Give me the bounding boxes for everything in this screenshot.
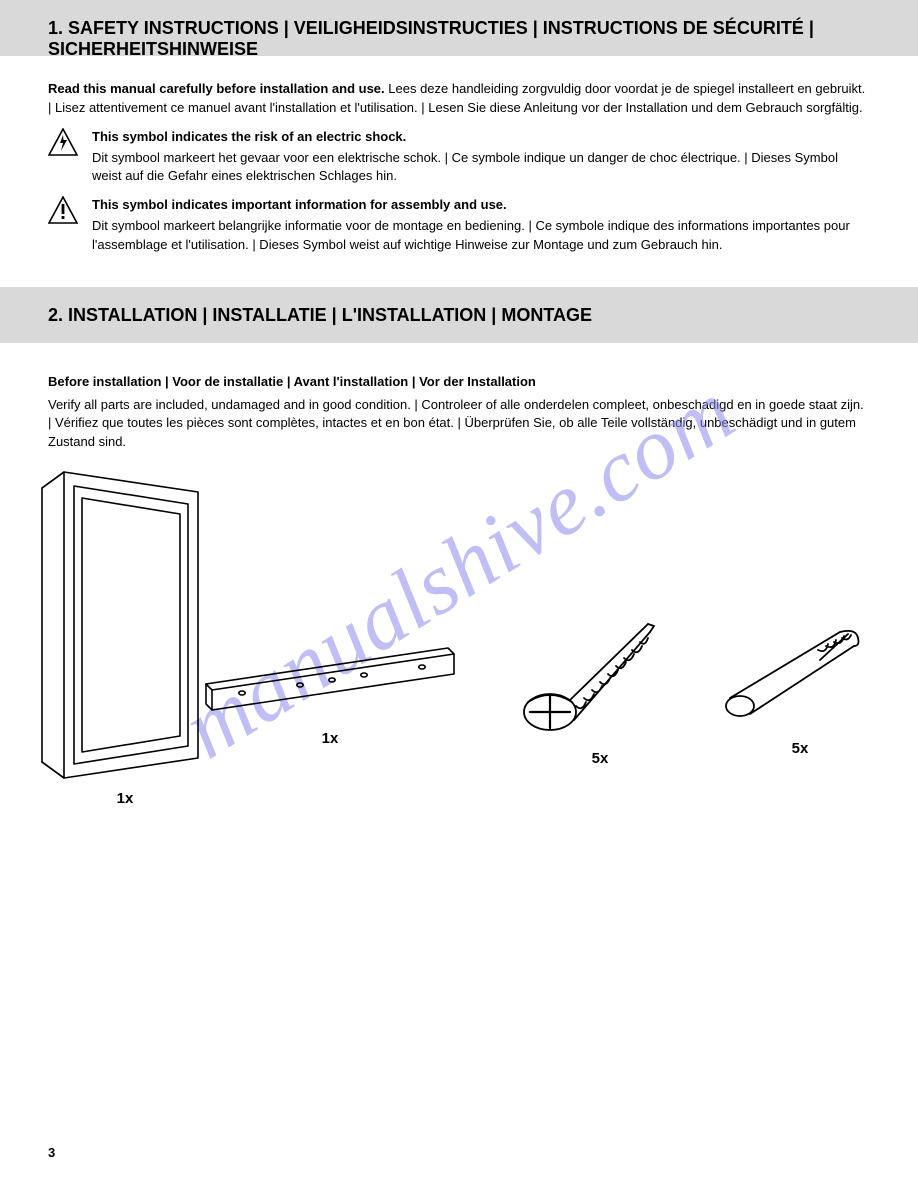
before-install-title: Before installation | Voor de installati… [48, 373, 870, 392]
mirror-frame-icon [40, 470, 200, 780]
hazard-text-warning: This symbol indicates important informat… [92, 196, 870, 255]
mounting-bracket-icon [200, 640, 460, 720]
section-heading-install: 2. INSTALLATION | INSTALLATIE | L'INSTAL… [0, 287, 918, 326]
figure-mirror: 1x [40, 470, 210, 807]
figure-bracket: 1x [200, 640, 460, 747]
hazard-title-warning: This symbol indicates important informat… [92, 196, 870, 215]
hazard-text-electric: This symbol indicates the risk of an ele… [92, 128, 870, 187]
hazard-row-warning: This symbol indicates important informat… [48, 196, 870, 255]
intro-paragraph: Read this manual carefully before instal… [48, 80, 870, 118]
warning-icon [48, 196, 78, 224]
page-number: 3 [48, 1145, 55, 1160]
section-bar-safety: 1. SAFETY INSTRUCTIONS | VEILIGHEIDSINST… [0, 0, 918, 56]
section-bar-install: 2. INSTALLATION | INSTALLATIE | L'INSTAL… [0, 287, 918, 343]
hazard-row-electric: This symbol indicates the risk of an ele… [48, 128, 870, 187]
before-install-body: Verify all parts are included, undamaged… [48, 396, 870, 453]
hazard-body-electric: Dit symbool markeert het gevaar voor een… [92, 149, 870, 187]
hazard-title-electric: This symbol indicates the risk of an ele… [92, 128, 870, 147]
section-heading-safety: 1. SAFETY INSTRUCTIONS | VEILIGHEIDSINST… [0, 0, 918, 60]
figure-bracket-label: 1x [200, 730, 460, 747]
figure-wallplug: 5x [720, 620, 880, 757]
screw-icon [520, 610, 670, 740]
electric-hazard-icon [48, 128, 78, 156]
figure-mirror-label: 1x [40, 790, 210, 807]
figure-screw-label: 5x [520, 750, 680, 767]
wall-plug-icon [720, 620, 870, 730]
section-body-install: Before installation | Voor de installati… [0, 343, 918, 460]
intro-bold: Read this manual carefully before instal… [48, 81, 385, 96]
figure-screw: 5x [520, 610, 680, 767]
hazard-body-warning: Dit symbool markeert belangrijke informa… [92, 217, 870, 255]
section-body-safety: Read this manual carefully before instal… [0, 56, 918, 287]
figure-wallplug-label: 5x [720, 740, 880, 757]
parts-figure-group: 1x 1x [0, 470, 918, 990]
